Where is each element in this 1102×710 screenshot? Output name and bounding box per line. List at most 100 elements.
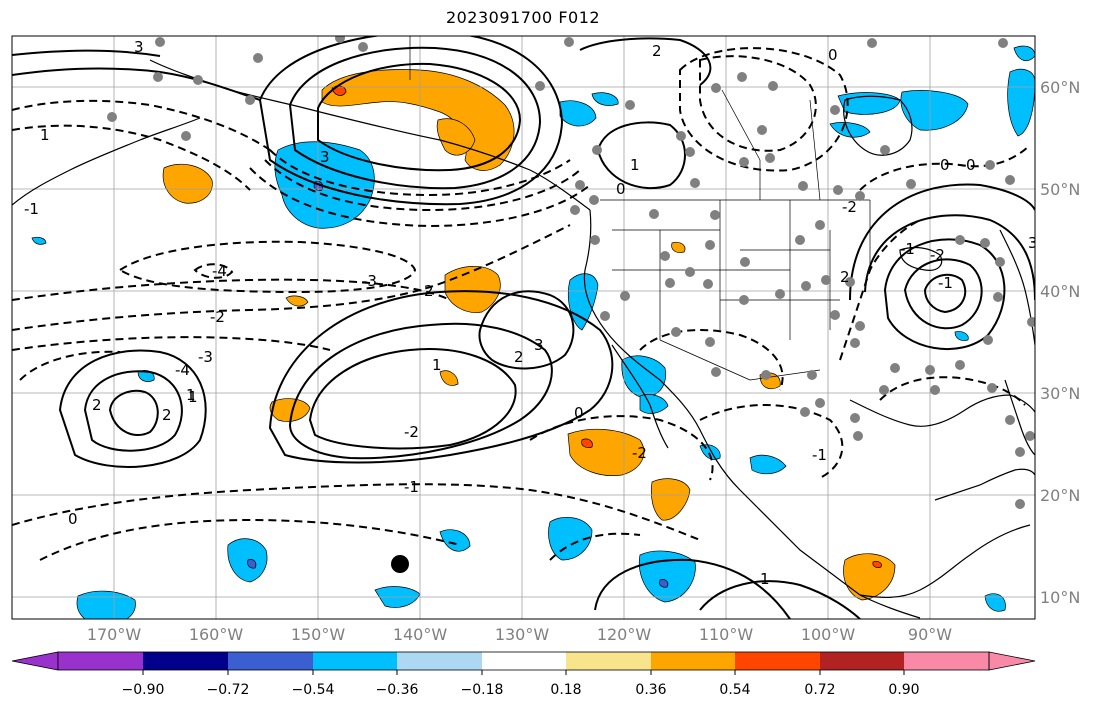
contour-label: -2 [930, 246, 945, 264]
orange-region-gulf [436, 118, 476, 156]
colorbar-tick-label: 0.90 [888, 682, 919, 698]
contour-label: 3 [134, 38, 144, 56]
lat-label: 10°N [1040, 588, 1080, 607]
blue-spot-pac3 [659, 579, 669, 588]
cyan-region-pac3 [638, 550, 696, 603]
lon-label: 170°W [87, 625, 142, 644]
contour-label: 0 [616, 180, 626, 198]
longitude-labels: 170°W 160°W 150°W 140°W 130°W 120°W 110°… [87, 625, 952, 644]
red-spot-cent [872, 561, 882, 568]
colorbar-tick-label: −0.54 [292, 682, 335, 698]
cyan-region-pac1 [227, 538, 268, 583]
contour-label: 1 [432, 356, 442, 374]
colorbar-tick-label: −0.36 [376, 682, 419, 698]
contour-label: -3 [362, 272, 377, 290]
contour-canada-2 [579, 37, 712, 86]
contour-central-low [594, 558, 791, 619]
colorbar-segment [482, 652, 566, 670]
contour-label: -2 [842, 198, 857, 216]
lat-label: 50°N [1040, 180, 1080, 199]
contour-high-pac-3 [288, 322, 553, 460]
contour-upper-left-2 [12, 49, 161, 57]
colorbar-segment [566, 652, 651, 670]
contour-upper-left-1 [12, 67, 261, 101]
contour-mid-pac-neg-3 [12, 224, 571, 331]
contour-label: -1 [24, 200, 39, 218]
cyan-small-8 [31, 236, 47, 245]
contour-alaska-neg-3 [249, 167, 591, 228]
contour-alaska-low-2 [288, 46, 542, 190]
contour-east-low-2 [903, 258, 983, 330]
central-america [859, 524, 1031, 598]
lon-label: 90°W [908, 625, 952, 644]
colorbar-tick-label: 0.18 [550, 682, 581, 698]
cyan-small-4 [559, 100, 597, 127]
contour-canada-neg-1 [699, 55, 817, 152]
contour-mex-neg [639, 329, 784, 391]
contour-label: 1 [40, 126, 50, 144]
cyan-small-9 [699, 444, 721, 460]
colorbar-tick-label: −0.18 [461, 682, 504, 698]
west-coast [583, 209, 921, 619]
red-spot-mex [581, 438, 593, 448]
contour-high-w-pac-2 [83, 370, 183, 452]
contour-label: 1 [188, 388, 198, 406]
contour-label: 1 [630, 156, 640, 174]
yucatan-coast [934, 468, 1035, 501]
cyan-region-pac6 [439, 529, 471, 552]
solid-contours [12, 36, 1035, 619]
contour-high-pac-1 [478, 290, 575, 370]
contour-label: 2 [424, 282, 434, 300]
contour-trop-neg-5 [549, 532, 641, 561]
graticule [12, 36, 1035, 619]
contour-label: 3 [1028, 234, 1038, 252]
contour-canada-1 [596, 121, 686, 190]
lon-label: 100°W [801, 625, 856, 644]
orange-region-w-pac [162, 163, 213, 204]
station-markers [107, 36, 1035, 509]
contour-label: -1 [938, 274, 953, 292]
contour-label: 0 [828, 46, 838, 64]
contour-label: 0 [940, 156, 950, 174]
contour-label: -3 [198, 348, 213, 366]
colorbar-segment [313, 652, 397, 670]
contour-trop-neg-3 [529, 415, 714, 481]
latitude-labels: 60°N 50°N 40°N 30°N 20°N 10°N [1040, 78, 1080, 607]
cyan-region-lab [1007, 68, 1035, 137]
contour-label: -4 [212, 262, 227, 280]
contour-mid-pac-neg-5 [19, 350, 121, 381]
cyan-small-7 [954, 331, 969, 341]
contour-label: 2 [840, 268, 850, 286]
east-coast [999, 229, 1035, 346]
contour-label: 2 [92, 396, 102, 414]
contour-mid-pac-neg-4 [12, 336, 331, 351]
orange-region-sub [269, 398, 311, 422]
contour-high-w-pac-1 [108, 390, 159, 437]
orange-small-1 [285, 295, 309, 307]
lon-label: 110°W [699, 625, 754, 644]
colorbar-segment [228, 652, 313, 670]
colorbar-segment [735, 652, 820, 670]
contour-high-pac-4 [268, 290, 614, 464]
contour-central-low-2 [699, 580, 861, 619]
contour-plains-neg-1 [839, 219, 921, 361]
shaded-regions [31, 45, 1035, 619]
colorbar-segment [904, 652, 989, 670]
lat-label: 20°N [1040, 486, 1080, 505]
orange-small-4 [671, 241, 686, 253]
lon-label: 140°W [393, 625, 448, 644]
contour-high-pac-2 [308, 348, 517, 450]
contour-e-canada-neg [859, 144, 1031, 191]
colorbar: −0.90 −0.72 −0.54 −0.36 −0.18 0.18 0.36 … [11, 651, 1036, 698]
contour-label: -2 [210, 308, 225, 326]
colorbar-segment [820, 652, 904, 670]
colorbar-tick-label: 0.72 [804, 682, 835, 698]
cyan-region-pac2 [548, 516, 593, 561]
colorbar-frame [57, 651, 990, 671]
contour-label: 1 [760, 570, 770, 588]
contour-label: 0 [966, 156, 976, 174]
cyan-small-2 [829, 122, 871, 138]
contour-label: -4 [175, 361, 190, 379]
contour-high-w-pac-3 [58, 349, 207, 468]
hudson-bay [843, 95, 913, 156]
